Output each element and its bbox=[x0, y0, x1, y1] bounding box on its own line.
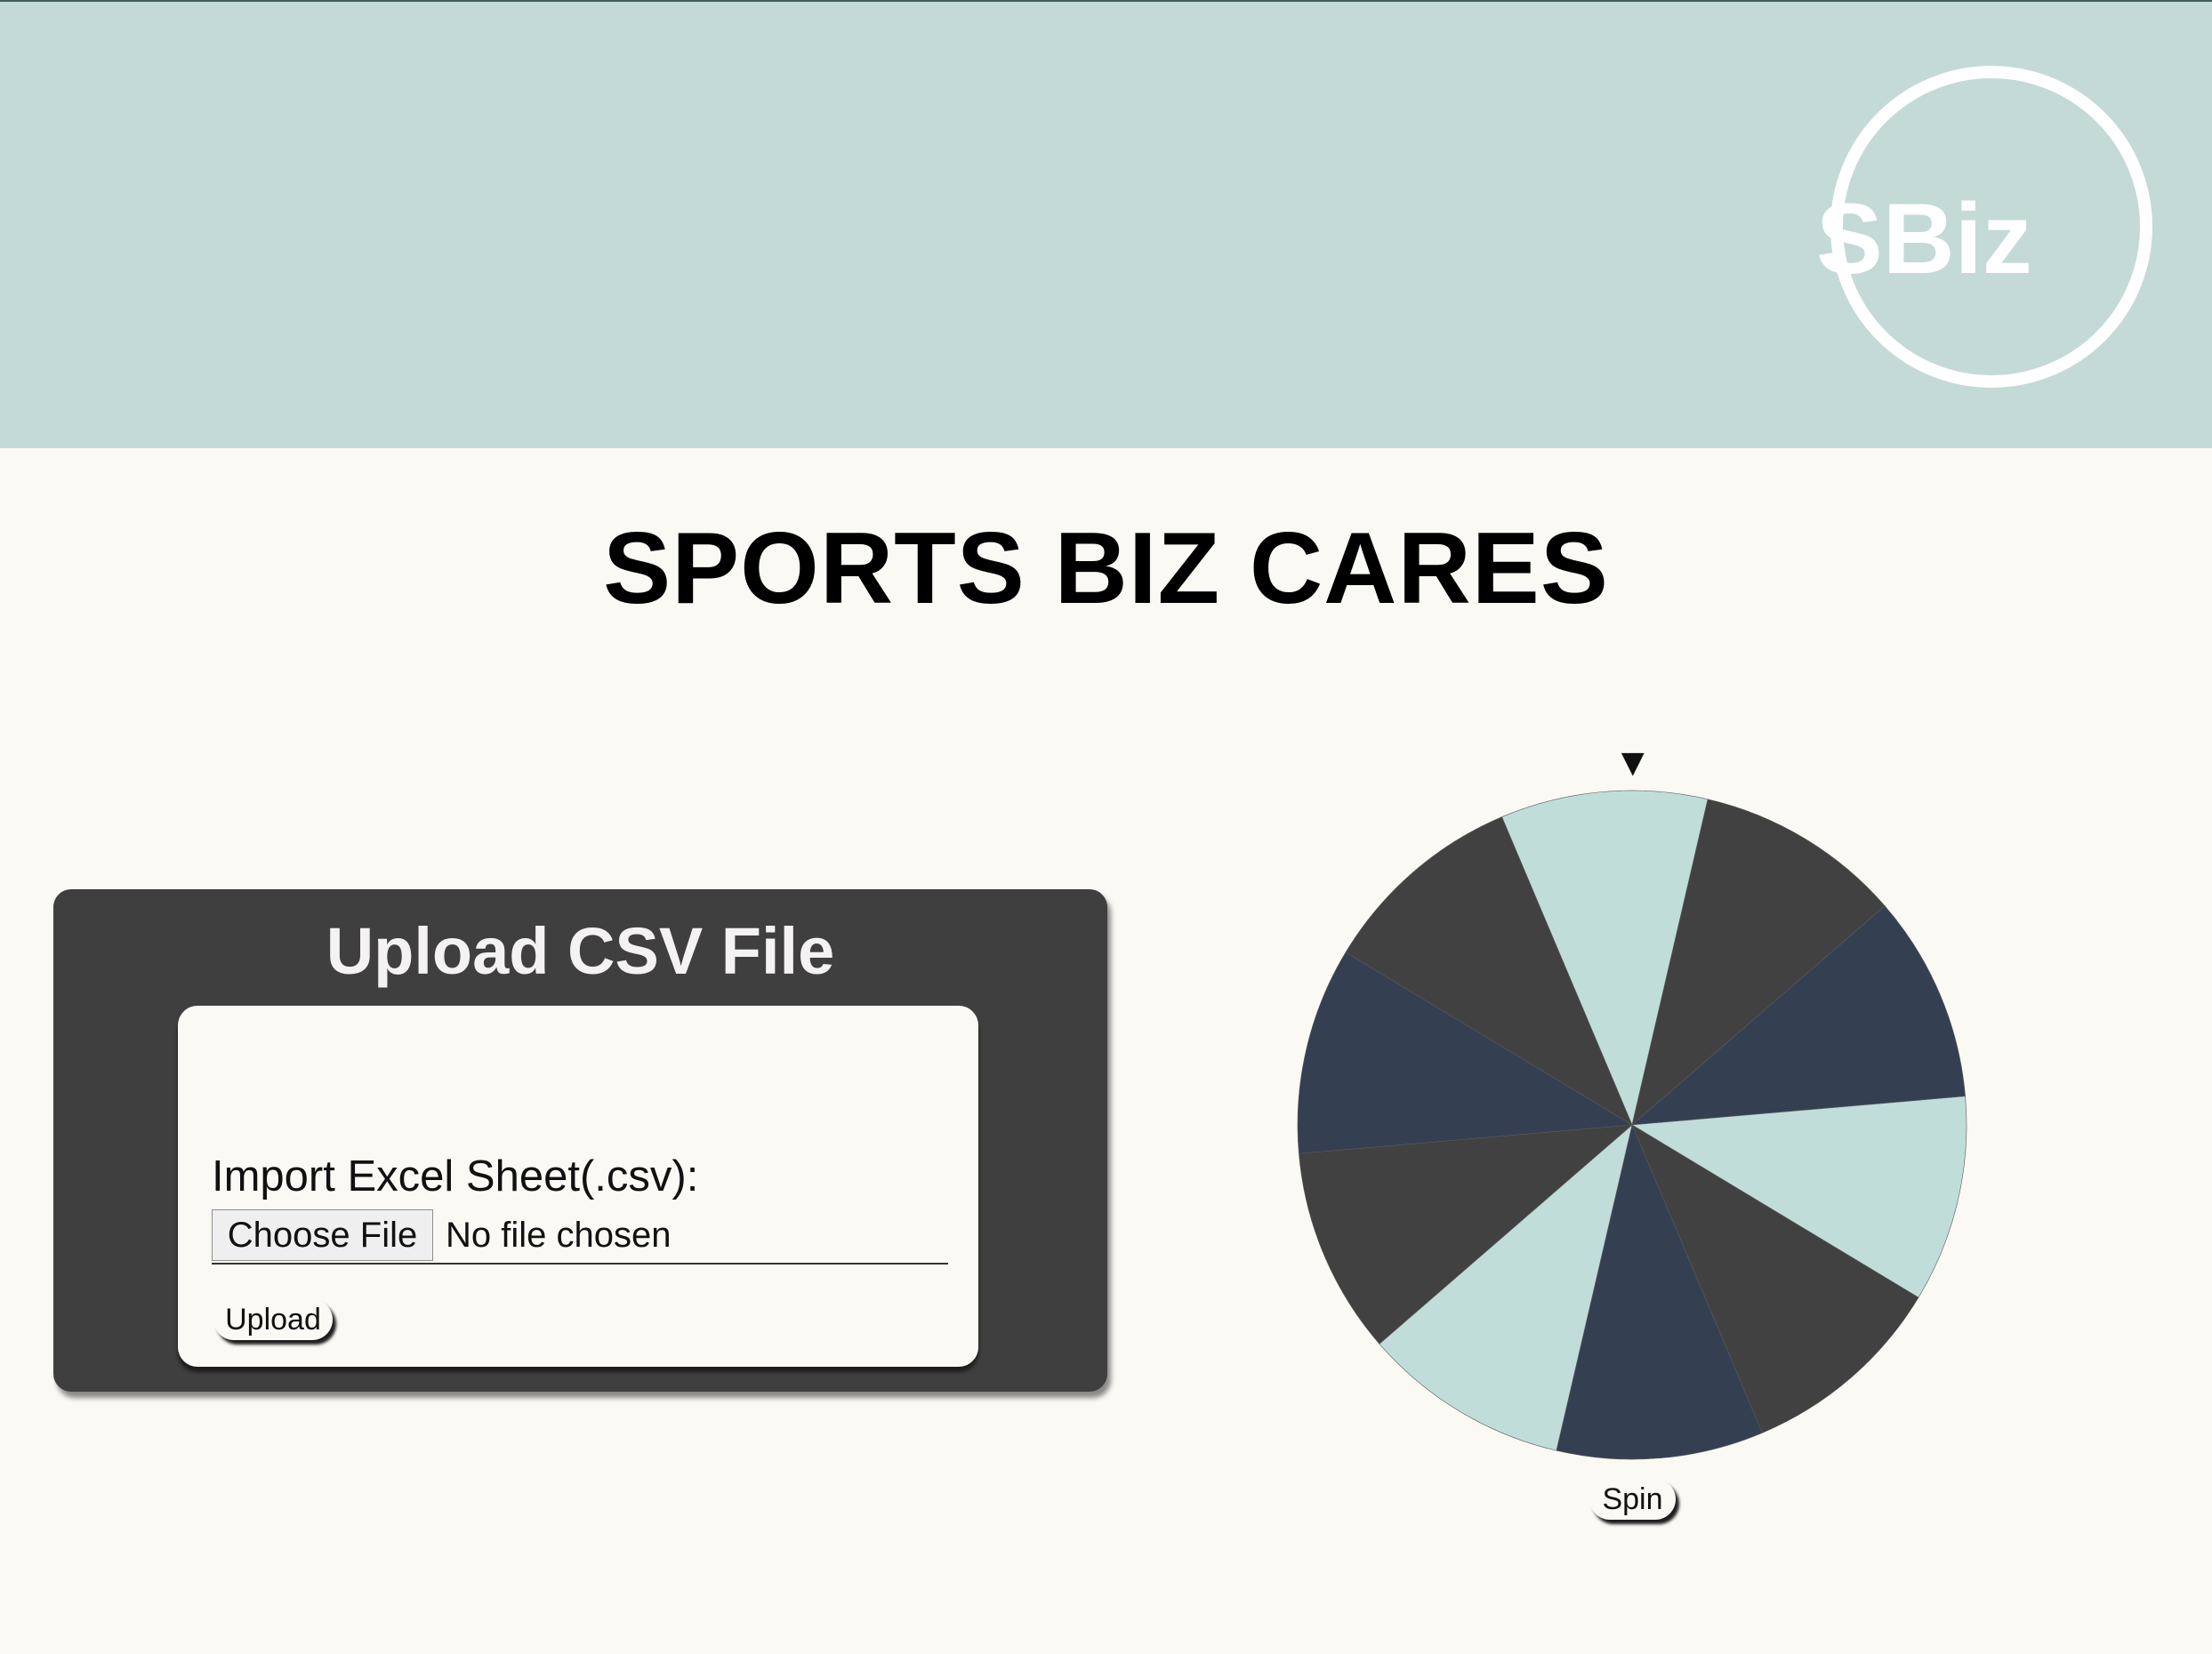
wheel-segment bbox=[1631, 1096, 1967, 1298]
choose-file-button[interactable]: Choose File bbox=[212, 1209, 433, 1261]
wheel-segment bbox=[1631, 799, 1886, 1126]
wheel-segment bbox=[1631, 905, 1966, 1126]
file-input[interactable]: Choose File No file chosen bbox=[212, 1209, 948, 1265]
wheel-pointer-icon: ▼ bbox=[1613, 741, 1653, 784]
prize-wheel[interactable] bbox=[1294, 787, 1970, 1463]
wheel-segment bbox=[1297, 951, 1633, 1154]
import-label: Import Excel Sheet(.csv): bbox=[212, 1152, 699, 1200]
upload-button[interactable]: Upload bbox=[213, 1299, 333, 1340]
upload-panel-title: Upload CSV File bbox=[326, 914, 835, 988]
upload-form-card: Import Excel Sheet(.csv): Choose File No… bbox=[178, 1006, 978, 1367]
upload-panel: Upload CSV File Import Excel Sheet(.csv)… bbox=[53, 889, 1107, 1392]
wheel-segment bbox=[1379, 1124, 1633, 1451]
wheel-segment bbox=[1345, 816, 1633, 1126]
wheel-segment bbox=[1501, 790, 1709, 1126]
wheel-segment bbox=[1299, 1124, 1633, 1345]
wheel-segment bbox=[1631, 1124, 1919, 1433]
header-banner: SBiz bbox=[0, 2, 2212, 448]
sbiz-logo: SBiz bbox=[1816, 66, 2152, 388]
page-title: SPORTS BIZ CARES bbox=[603, 512, 1609, 625]
wheel-segment bbox=[1556, 1124, 1763, 1460]
top-rule bbox=[0, 0, 2212, 2]
logo-text: SBiz bbox=[1816, 183, 2032, 294]
file-status-text: No file chosen bbox=[446, 1216, 672, 1255]
spin-button[interactable]: Spin bbox=[1589, 1479, 1676, 1520]
